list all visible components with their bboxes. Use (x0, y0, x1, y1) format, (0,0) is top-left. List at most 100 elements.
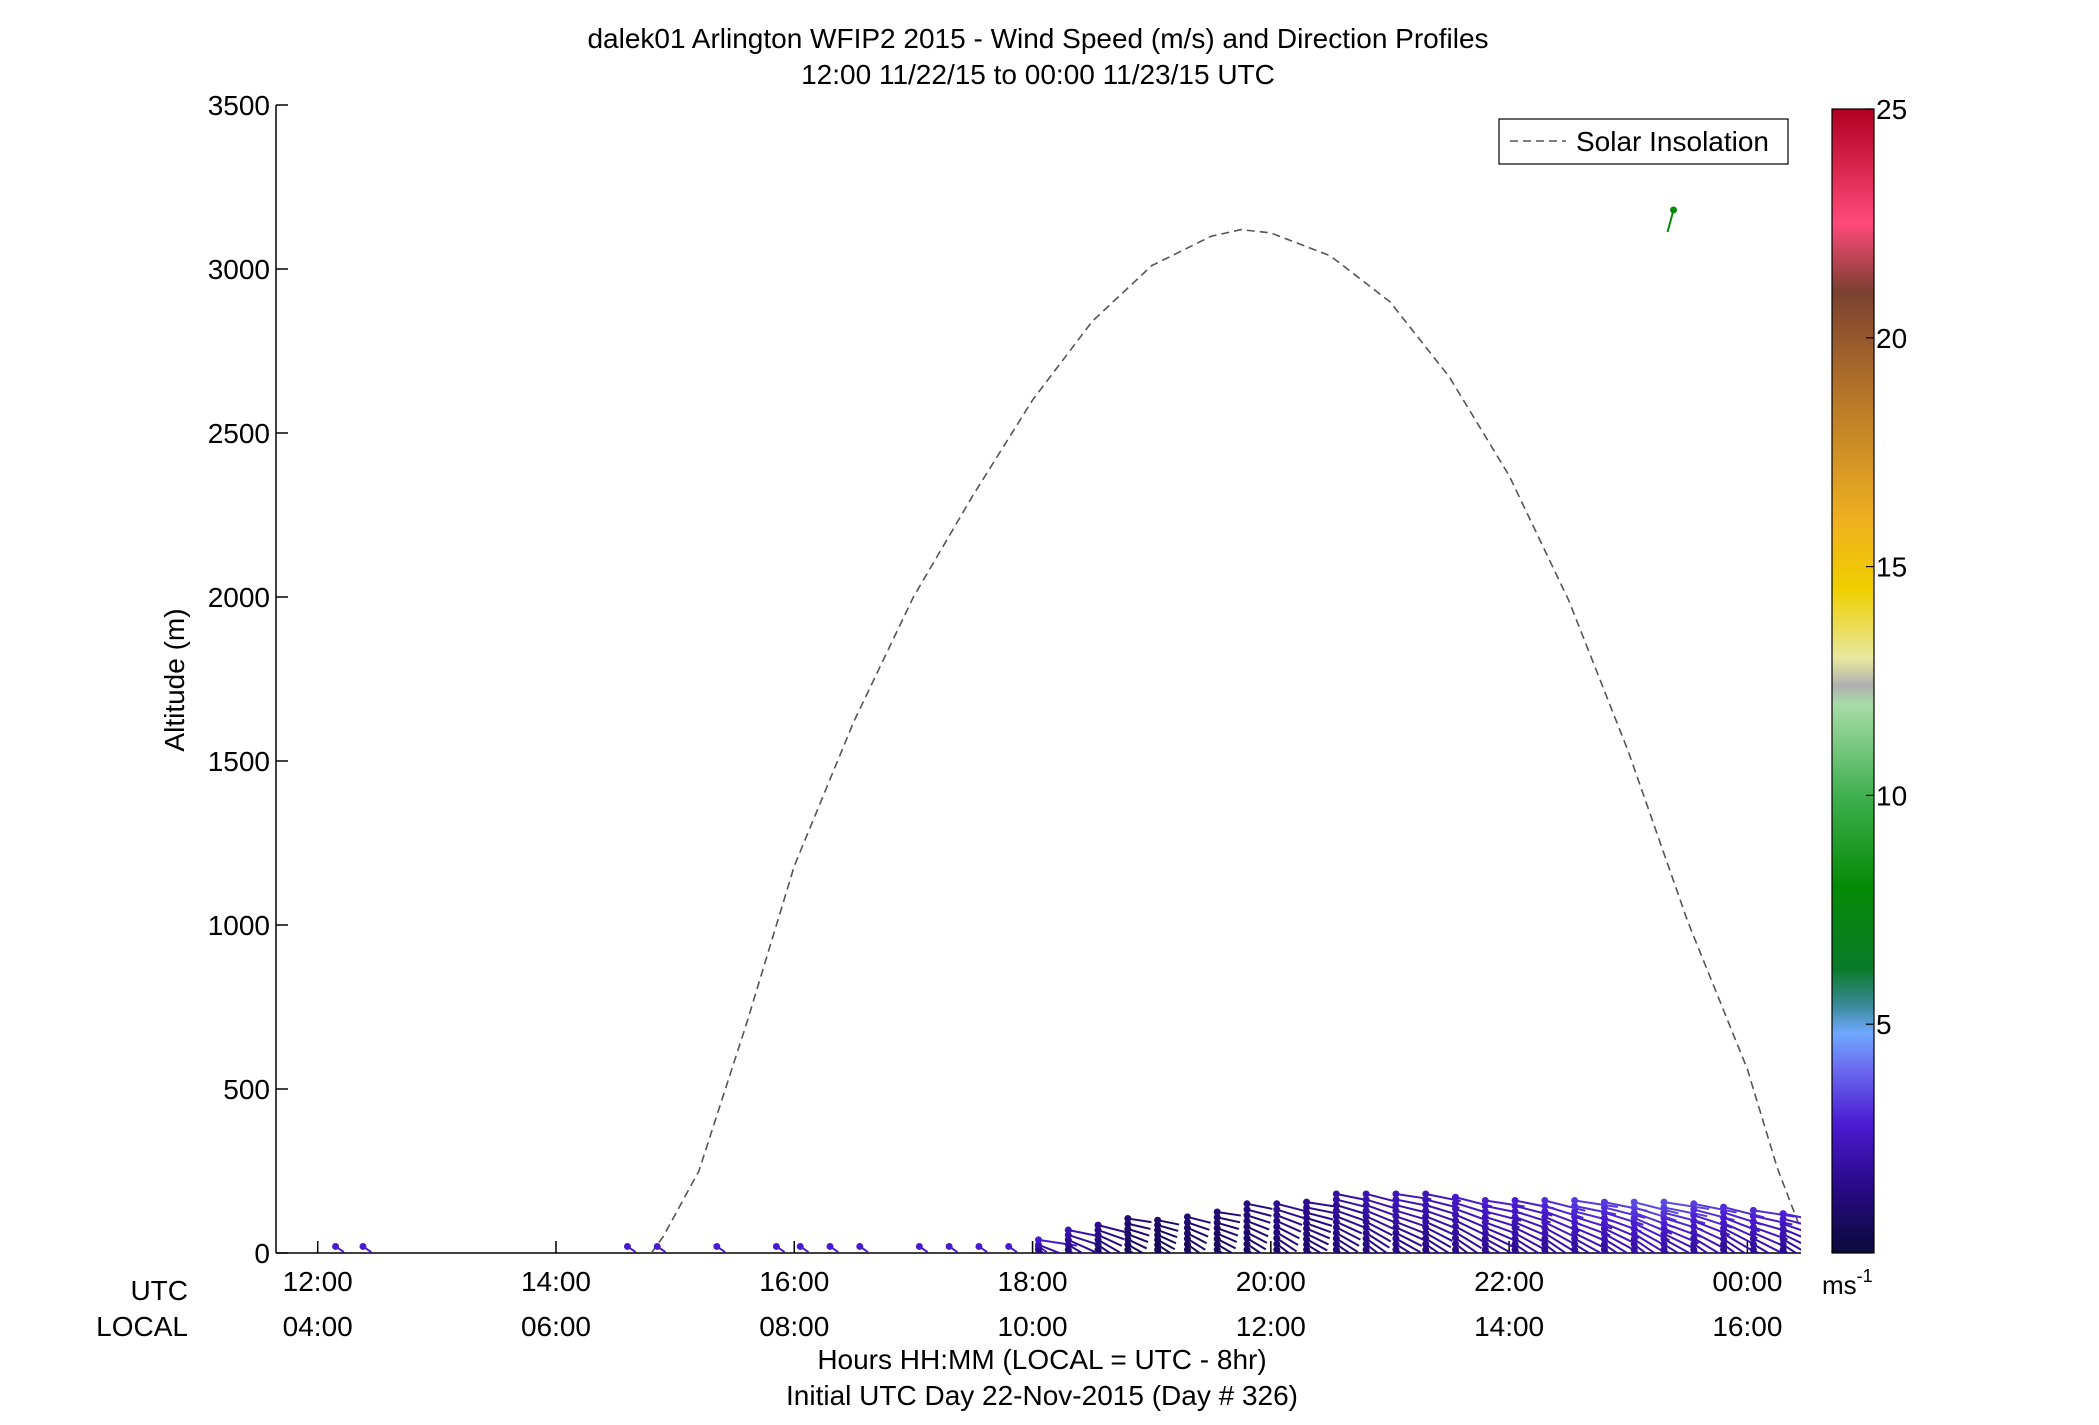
wind-barb-dot (1422, 1218, 1430, 1226)
wind-barb (1246, 1220, 1270, 1231)
wind-barb-dot (1481, 1224, 1489, 1232)
wind-barb (1365, 1209, 1396, 1224)
wind-barb-dot (1720, 1208, 1728, 1216)
wind-barb-dot (1600, 1203, 1608, 1211)
wind-barb-dot (1600, 1209, 1608, 1217)
wind-barb-dot (1541, 1240, 1549, 1248)
wind-barb-dot (1124, 1215, 1132, 1223)
y-axis-ticks: 0 500 1000 1500 2000 2500 3000 3500 (208, 90, 288, 1269)
wind-barb-dot (915, 1242, 923, 1250)
wind-barb-dot (653, 1242, 661, 1250)
wind-barb (1365, 1204, 1397, 1217)
wind-barb (1454, 1237, 1480, 1253)
wind-barb-dot (1451, 1199, 1459, 1207)
wind-barb (1395, 1243, 1413, 1253)
colorbar-tick-label: 10 (1876, 780, 1907, 811)
wind-barb (1603, 1243, 1619, 1253)
wind-barb-dot (1511, 1224, 1519, 1232)
wind-barb (1693, 1248, 1700, 1253)
wind-barb-dot (1213, 1235, 1221, 1243)
wind-barb-dot (1094, 1236, 1102, 1244)
wind-barb-dot (1064, 1241, 1072, 1249)
wind-barb-dot (1392, 1240, 1400, 1248)
wind-barb-dot (1660, 1235, 1668, 1243)
wind-barb (1395, 1215, 1427, 1228)
wind-barb-dot (1571, 1229, 1579, 1237)
wind-barb-dot (1690, 1211, 1698, 1219)
wind-barb (1425, 1226, 1453, 1242)
wind-barb-dot (1749, 1218, 1757, 1226)
wind-barb-dot (1451, 1205, 1459, 1213)
wind-barb-dot (1451, 1234, 1459, 1242)
local-tick-label: 12:00 (1236, 1311, 1306, 1342)
wind-barb-dot (1064, 1231, 1072, 1239)
wind-barb (1395, 1232, 1423, 1247)
wind-barb-dot (1094, 1221, 1102, 1229)
wind-barb-dot (1600, 1225, 1608, 1233)
wind-barb-dot (1154, 1216, 1162, 1224)
wind-barb-dot (623, 1242, 631, 1250)
wind-barb-dot (1511, 1229, 1519, 1237)
wind-barb (1425, 1215, 1456, 1229)
local-row-label: LOCAL (96, 1311, 188, 1342)
wind-barb (1574, 1232, 1607, 1250)
wind-barb (1603, 1238, 1629, 1253)
wind-barb-dot (1035, 1246, 1042, 1253)
wind-barb (1306, 1211, 1334, 1221)
wind-barb-dot (1183, 1240, 1191, 1248)
wind-barb-dot (856, 1242, 864, 1250)
utc-tick-label: 16:00 (759, 1266, 829, 1297)
wind-barb-dot (1273, 1246, 1281, 1253)
wind-barb (1484, 1243, 1502, 1253)
wind-barb (1306, 1201, 1336, 1208)
wind-barb (1782, 1248, 1790, 1253)
wind-barb (1306, 1217, 1333, 1227)
wind-barb (1067, 1238, 1096, 1253)
wind-barb (1425, 1248, 1432, 1253)
wind-barb-dot (1600, 1198, 1608, 1206)
wind-barb-dot (332, 1242, 340, 1250)
wind-barb (1455, 1219, 1486, 1236)
wind-barb-dot (1571, 1240, 1579, 1248)
wind-barb (1365, 1215, 1395, 1230)
wind-barb-dot (1630, 1240, 1638, 1248)
wind-barb-dot (1183, 1229, 1191, 1237)
wind-barb (1335, 1220, 1363, 1235)
wind-barb (1514, 1248, 1522, 1253)
wind-barb-dot (1481, 1246, 1489, 1253)
wind-barb-dot (1600, 1219, 1608, 1227)
wind-barb (1782, 1233, 1801, 1245)
wind-barb (1604, 1206, 1646, 1219)
wind-barb-dot (796, 1242, 804, 1250)
wind-barb (1484, 1248, 1492, 1253)
wind-barb-dot (1243, 1217, 1251, 1225)
wind-barb-dot (1630, 1203, 1638, 1211)
wind-barb (1246, 1231, 1268, 1244)
wind-barb-dot (1660, 1214, 1668, 1222)
wind-barb-dot (1273, 1200, 1281, 1208)
wind-barb-dot (1154, 1246, 1162, 1253)
wind-barb (1306, 1232, 1329, 1246)
wind-barb (1723, 1227, 1756, 1246)
wind-barb-dot (1571, 1207, 1579, 1215)
wind-barb (1067, 1248, 1075, 1253)
wind-barb-dot (1392, 1229, 1400, 1237)
y-tick-label: 2000 (208, 582, 270, 613)
wind-barb (1425, 1220, 1455, 1236)
wind-barb (1633, 1233, 1666, 1253)
utc-tick-label: 22:00 (1474, 1266, 1544, 1297)
wind-barb-dot (1660, 1198, 1668, 1206)
wind-barb (1782, 1243, 1798, 1253)
wind-barb-dot (1660, 1209, 1668, 1217)
wind-barb (1187, 1226, 1209, 1238)
wind-barb (1633, 1201, 1679, 1215)
wind-barb-dot (1630, 1219, 1638, 1227)
y-tick-label: 1000 (208, 910, 270, 941)
wind-barb (1752, 1243, 1771, 1253)
wind-barb-dot (1749, 1206, 1757, 1214)
wind-barb-dot (1213, 1246, 1221, 1253)
wind-barb (1336, 1209, 1365, 1222)
wind-barb-dot (1243, 1211, 1251, 1219)
wind-barb-dot (1213, 1219, 1221, 1227)
wind-barb-dot (1422, 1229, 1430, 1237)
